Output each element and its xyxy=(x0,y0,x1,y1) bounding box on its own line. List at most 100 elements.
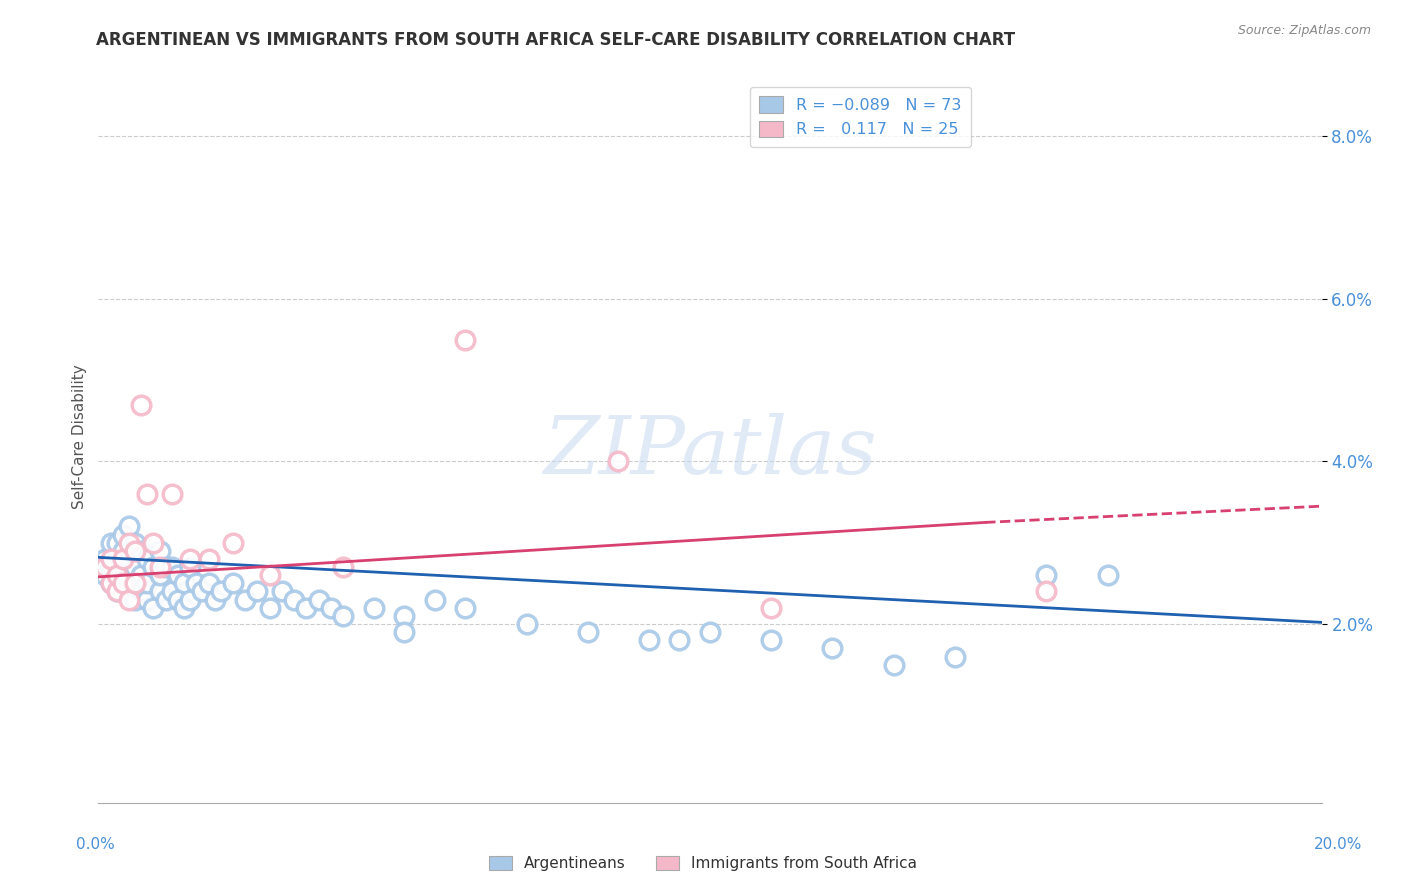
Point xyxy=(149,560,172,574)
Point xyxy=(142,600,165,615)
Point xyxy=(668,633,690,648)
Point xyxy=(93,552,115,566)
Point xyxy=(155,592,177,607)
Point xyxy=(222,576,245,591)
Point xyxy=(124,576,146,591)
Point xyxy=(392,625,416,640)
Point xyxy=(124,560,146,574)
Point xyxy=(105,568,128,582)
Point xyxy=(160,584,183,599)
Y-axis label: Self-Care Disability: Self-Care Disability xyxy=(72,365,87,509)
Point xyxy=(142,535,165,549)
Text: 20.0%: 20.0% xyxy=(1315,838,1362,852)
Point xyxy=(179,592,201,607)
Point xyxy=(129,568,152,582)
Point xyxy=(118,592,141,607)
Point xyxy=(160,487,183,501)
Point xyxy=(100,576,122,591)
Point xyxy=(111,527,134,541)
Point xyxy=(179,560,201,574)
Point xyxy=(186,576,208,591)
Point xyxy=(100,552,122,566)
Point xyxy=(167,568,190,582)
Point xyxy=(118,584,141,599)
Point xyxy=(111,552,134,566)
Point xyxy=(191,584,214,599)
Point xyxy=(270,584,292,599)
Point xyxy=(124,544,146,558)
Point xyxy=(332,608,354,623)
Point xyxy=(204,592,226,607)
Point xyxy=(136,552,159,566)
Point xyxy=(93,560,115,574)
Point xyxy=(100,560,122,574)
Point xyxy=(363,600,385,615)
Point xyxy=(149,584,172,599)
Point xyxy=(516,617,538,632)
Point xyxy=(821,641,844,656)
Point xyxy=(167,592,190,607)
Point xyxy=(1035,584,1057,599)
Point xyxy=(136,592,159,607)
Point xyxy=(105,552,128,566)
Point xyxy=(259,600,281,615)
Point xyxy=(111,576,134,591)
Point xyxy=(423,592,446,607)
Point xyxy=(308,592,330,607)
Point xyxy=(233,592,256,607)
Point xyxy=(392,608,416,623)
Point xyxy=(111,560,134,574)
Point xyxy=(295,600,318,615)
Point xyxy=(105,535,128,549)
Point xyxy=(607,454,630,468)
Point xyxy=(283,592,305,607)
Point xyxy=(454,333,477,347)
Point xyxy=(576,625,599,640)
Point xyxy=(1097,568,1119,582)
Point xyxy=(111,576,134,591)
Point xyxy=(759,600,782,615)
Text: Source: ZipAtlas.com: Source: ZipAtlas.com xyxy=(1237,24,1371,37)
Point xyxy=(124,535,146,549)
Point xyxy=(332,560,354,574)
Point xyxy=(118,552,141,566)
Point xyxy=(105,584,128,599)
Point xyxy=(118,568,141,582)
Text: ZIPatlas: ZIPatlas xyxy=(543,413,877,491)
Point xyxy=(149,568,172,582)
Point xyxy=(222,535,245,549)
Point xyxy=(197,552,219,566)
Text: ARGENTINEAN VS IMMIGRANTS FROM SOUTH AFRICA SELF-CARE DISABILITY CORRELATION CHA: ARGENTINEAN VS IMMIGRANTS FROM SOUTH AFR… xyxy=(96,31,1015,49)
Point xyxy=(637,633,661,648)
Point xyxy=(124,576,146,591)
Point xyxy=(105,584,128,599)
Point xyxy=(111,544,134,558)
Point xyxy=(124,592,146,607)
Point xyxy=(129,584,152,599)
Point xyxy=(136,487,159,501)
Point xyxy=(173,576,195,591)
Point xyxy=(883,657,905,672)
Legend: Argentineans, Immigrants from South Africa: Argentineans, Immigrants from South Afri… xyxy=(482,850,924,877)
Point xyxy=(699,625,721,640)
Point xyxy=(1035,568,1057,582)
Point xyxy=(160,560,183,574)
Text: 0.0%: 0.0% xyxy=(76,838,115,852)
Point xyxy=(100,576,122,591)
Legend: R = −0.089   N = 73, R =   0.117   N = 25: R = −0.089 N = 73, R = 0.117 N = 25 xyxy=(749,87,972,147)
Point xyxy=(759,633,782,648)
Point xyxy=(197,576,219,591)
Point xyxy=(118,519,141,533)
Point xyxy=(118,535,141,549)
Point xyxy=(259,568,281,582)
Point xyxy=(209,584,232,599)
Point xyxy=(105,568,128,582)
Point xyxy=(129,544,152,558)
Point xyxy=(454,600,477,615)
Point xyxy=(943,649,966,664)
Point xyxy=(319,600,342,615)
Point xyxy=(142,560,165,574)
Point xyxy=(100,535,122,549)
Point xyxy=(179,552,201,566)
Point xyxy=(246,584,269,599)
